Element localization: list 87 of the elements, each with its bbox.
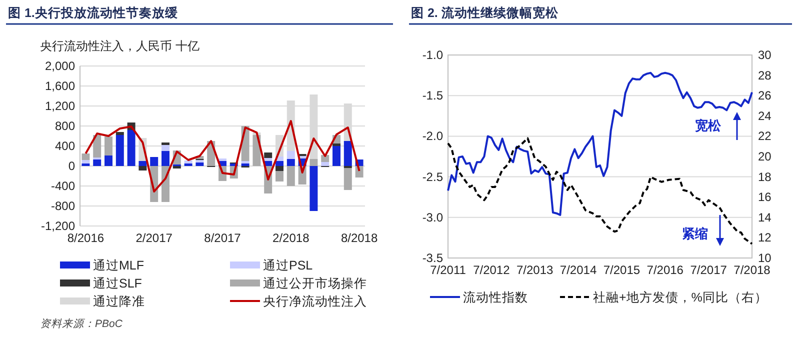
legend-label: 通过PSL <box>263 258 313 272</box>
line-series <box>447 72 753 216</box>
chart-title: 图 2. 流动性继续微幅宽松 <box>411 5 560 20</box>
legend-label: 央行净流动性注入 <box>263 294 367 308</box>
y2-tick-label: 26 <box>758 88 772 103</box>
x-tick-label: 8/2018 <box>340 231 378 245</box>
y2-tick-label: 24 <box>758 108 772 123</box>
x-tick-label: 7/2013 <box>516 263 554 277</box>
x-tick-label: 7/2012 <box>473 263 510 277</box>
x-tick-label: 7/2018 <box>734 263 771 277</box>
x-tick-label: 2/2017 <box>136 231 173 245</box>
legend-label: 通过降准 <box>93 294 145 308</box>
legend-label: 通过SLF <box>93 276 142 290</box>
bar <box>344 168 352 190</box>
y-tick-label: -1.0 <box>422 48 444 62</box>
bar <box>104 156 112 166</box>
bar <box>93 160 102 166</box>
x-tick-label: 7/2016 <box>646 263 684 277</box>
bar <box>93 135 102 158</box>
bar <box>162 145 170 151</box>
bar <box>310 166 318 211</box>
bar <box>104 136 112 156</box>
y-tick-label: -1,200 <box>40 219 76 233</box>
y-tick-label: -3.5 <box>422 251 444 265</box>
bar <box>276 161 284 166</box>
x-tick-label: 8/2017 <box>204 231 242 245</box>
legend-label: 通过MLF <box>93 258 144 272</box>
bar <box>332 146 340 166</box>
y-tick-label: -2.5 <box>422 170 444 184</box>
bar <box>264 152 272 158</box>
bar <box>127 130 136 166</box>
bar <box>138 166 147 170</box>
y-tick-label: -400 <box>50 179 76 193</box>
y-tick-label: 800 <box>54 119 76 133</box>
bar <box>276 166 284 171</box>
text: 资料来源：PBoC <box>40 318 123 330</box>
bar <box>264 158 272 161</box>
y2-tick-label: 22 <box>758 129 772 144</box>
bar <box>310 159 318 166</box>
y2-tick-label: 14 <box>758 210 772 224</box>
y2-tick-label: 18 <box>758 170 772 184</box>
y-tick-label: 1,200 <box>44 99 76 113</box>
y-tick-label: 1,600 <box>44 79 76 93</box>
bar <box>344 141 352 166</box>
line-series <box>447 137 753 245</box>
bar <box>321 155 330 162</box>
line-series <box>84 120 360 192</box>
y2-tick-label: 10 <box>758 251 772 265</box>
bar <box>82 154 90 160</box>
bar <box>116 132 124 135</box>
y-axis-title: 央行流动性注入，人民币 十亿 <box>40 39 200 53</box>
y-tick-label: 0 <box>68 159 76 173</box>
legend-label: 流动性指数 <box>463 290 528 304</box>
bar <box>82 160 90 164</box>
bar <box>162 151 170 166</box>
x-tick-label: 7/2014 <box>560 263 597 277</box>
bar <box>196 162 204 166</box>
bar <box>138 161 147 166</box>
chart-title: 图 1.央行投放流动性节奏放缓 <box>8 5 179 20</box>
y2-tick-label: 20 <box>758 150 772 164</box>
annotation: 紧缩 <box>682 226 708 241</box>
bar <box>286 151 295 159</box>
y2-tick-label: 30 <box>758 48 772 62</box>
y-tick-label: -2.0 <box>422 129 444 144</box>
y2-tick-label: 12 <box>758 230 772 245</box>
y-tick-label: -800 <box>50 199 76 213</box>
legend-label: 通过公开市场操作 <box>263 276 367 290</box>
bar <box>150 157 158 166</box>
annotation: 宽松 <box>695 118 722 133</box>
y2-tick-label: 28 <box>758 68 772 82</box>
bar <box>276 171 284 182</box>
y-tick-label: 400 <box>54 139 76 153</box>
x-tick-label: 2/2018 <box>272 231 310 245</box>
x-tick-label: 7/2015 <box>603 263 640 277</box>
bar <box>286 159 295 166</box>
x-tick-label: 8/2016 <box>67 231 104 245</box>
x-tick-label: 7/2017 <box>690 263 728 277</box>
x-tick-label: 7/2011 <box>430 263 466 277</box>
bar <box>321 162 330 166</box>
bar <box>286 166 295 186</box>
y-tick-label: -3.0 <box>422 210 444 224</box>
bar <box>184 160 192 164</box>
y-tick-label: -1.5 <box>422 88 444 103</box>
y2-tick-label: 16 <box>758 190 772 204</box>
legend-label: 社融+地方发债，%同比（右） <box>593 290 768 304</box>
bar <box>116 135 124 166</box>
y-tick-label: 2,000 <box>44 59 76 73</box>
